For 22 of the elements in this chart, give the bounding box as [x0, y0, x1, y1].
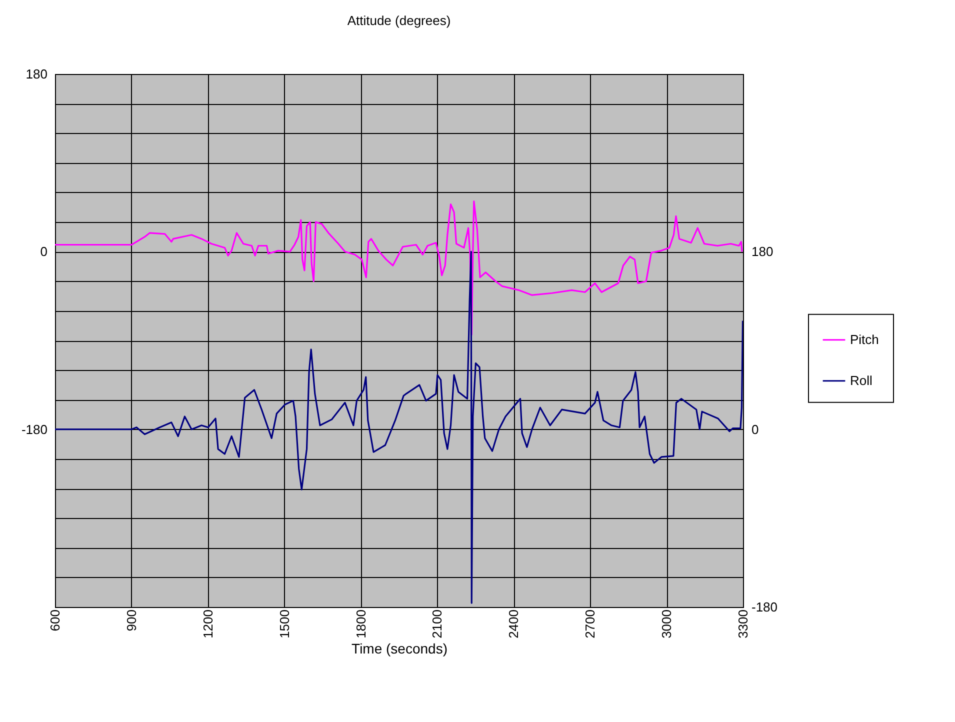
y-tick-label: -180 [21, 422, 48, 437]
y-tick-label: 180 [26, 66, 48, 82]
y2-tick-label: -180 [752, 600, 778, 614]
legend-label: Pitch [850, 332, 879, 347]
x-tick-label: 2100 [430, 610, 445, 638]
legend-label: Roll [850, 372, 873, 388]
x-tick-label: 900 [124, 610, 139, 632]
x-tick-label: 1200 [200, 610, 216, 638]
x-tick-label: 2400 [506, 610, 522, 638]
x-tick-label: 1500 [276, 610, 292, 638]
line-series [55, 200, 743, 336]
x-tick-label: 2700 [582, 610, 598, 638]
x-tick-label: 3000 [659, 610, 674, 638]
y2-tick-label: 180 [752, 244, 774, 260]
x-tick-label: 1800 [353, 610, 368, 638]
x-tick-label: 600 [48, 610, 62, 632]
y-tick-label: 0 [40, 244, 48, 260]
x-axis-title: Time (seconds) [352, 640, 448, 656]
x-tick-label: 3300 [736, 610, 750, 638]
chart-title: Attitude (degrees) [347, 13, 451, 28]
line-series [55, 250, 743, 604]
y2-tick-label: 0 [752, 422, 759, 437]
